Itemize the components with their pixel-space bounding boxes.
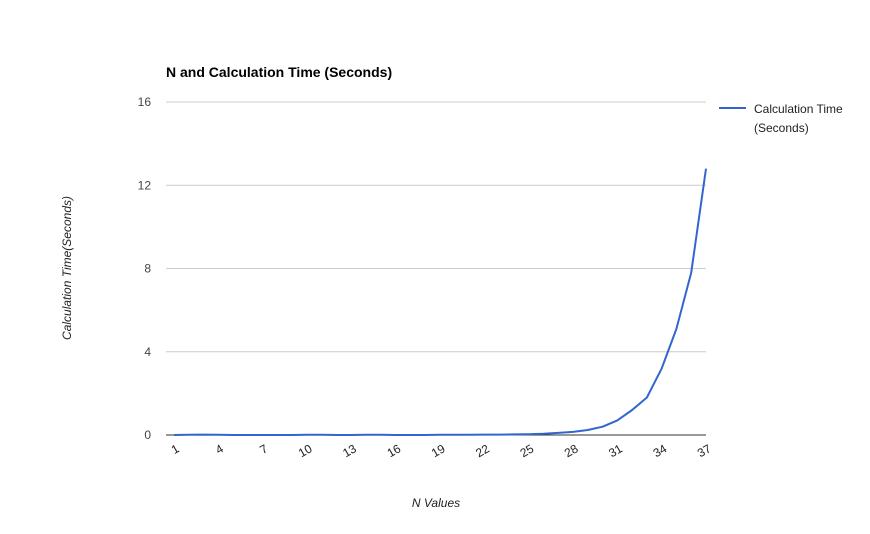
legend-label: Calculation Time — [754, 102, 843, 116]
x-tick-label: 13 — [340, 441, 359, 460]
y-tick-label: 0 — [144, 428, 151, 442]
legend-label: (Seconds) — [754, 121, 809, 135]
y-tick-label: 12 — [138, 178, 152, 192]
x-axis-ticks: 1 4 7 10 13 16 19 22 25 28 31 34 37 — [169, 441, 714, 460]
x-tick-label: 22 — [473, 441, 492, 460]
y-axis-label: Calculation Time(Seconds) — [60, 196, 74, 340]
x-tick-label: 34 — [651, 441, 670, 460]
y-axis-ticks: 0 4 8 12 16 — [138, 95, 152, 442]
legend: Calculation Time (Seconds) — [719, 102, 843, 135]
x-axis-label: N Values — [412, 496, 460, 510]
x-tick-label: 28 — [562, 441, 581, 460]
series-layer — [173, 168, 707, 436]
x-tick-label: 31 — [606, 441, 625, 460]
x-tick-label: 7 — [257, 441, 270, 457]
series-line — [173, 168, 707, 436]
x-tick-label: 25 — [518, 441, 537, 460]
grid — [166, 101, 706, 436]
y-tick-label: 8 — [144, 262, 151, 276]
x-tick-label: 4 — [213, 441, 226, 457]
y-tick-label: 16 — [138, 95, 152, 109]
y-tick-label: 4 — [144, 345, 151, 359]
x-tick-label: 19 — [429, 441, 448, 460]
x-tick-label: 37 — [695, 441, 714, 460]
chart-title: N and Calculation Time (Seconds) — [166, 64, 392, 80]
x-tick-label: 1 — [169, 441, 182, 457]
x-tick-label: 10 — [296, 441, 315, 460]
x-tick-label: 16 — [385, 441, 404, 460]
